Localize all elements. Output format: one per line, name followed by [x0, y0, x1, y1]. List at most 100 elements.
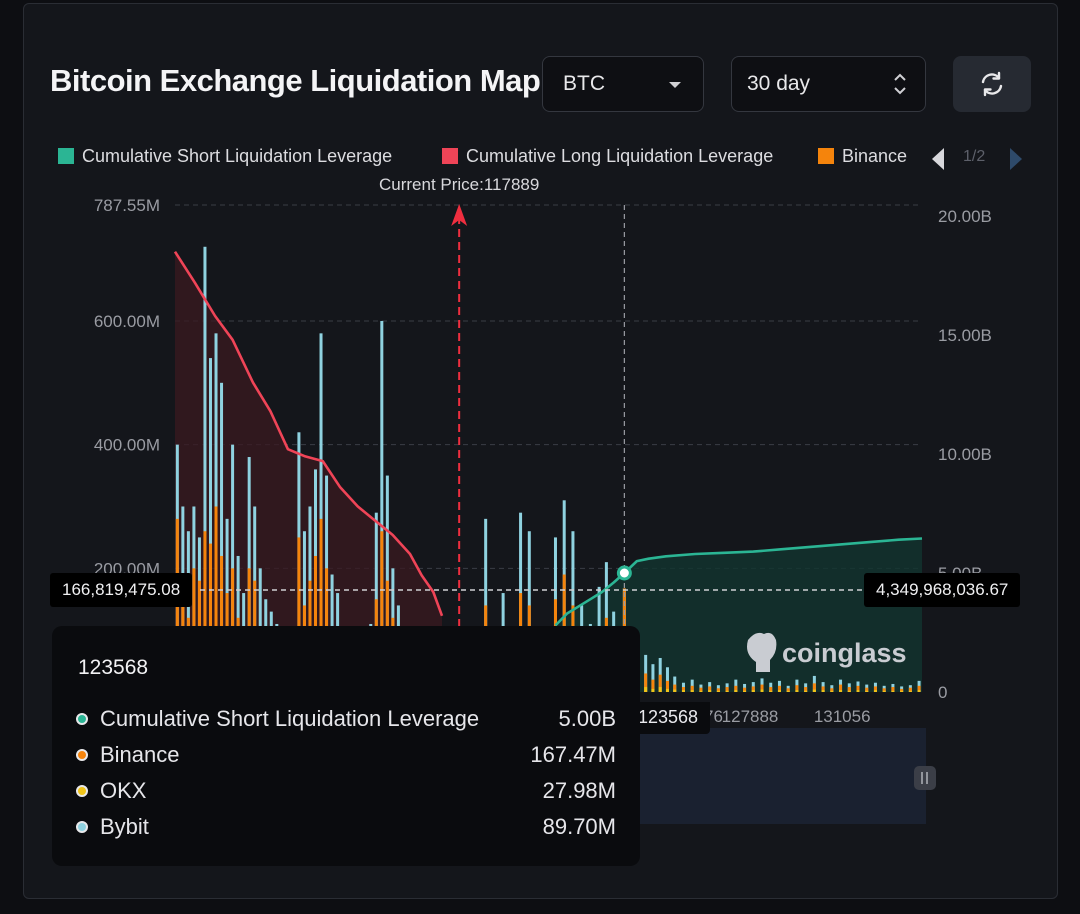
bar-binance — [203, 531, 207, 692]
bar-okx — [760, 689, 764, 692]
crosshair-right-value: 4,349,968,036.67 — [864, 573, 1021, 607]
bar-binance — [804, 687, 808, 692]
y-right-tick-label: 20.00B — [938, 207, 992, 226]
legend-item-binance[interactable]: Binance — [818, 146, 910, 170]
bar-binance — [734, 685, 738, 692]
bar-bybit — [673, 676, 677, 692]
bar-binance — [882, 688, 886, 692]
bar-binance — [725, 687, 729, 692]
bar-okx — [751, 690, 755, 692]
tooltip-name-okx: OKX — [100, 778, 147, 803]
bar-okx — [917, 690, 921, 692]
refresh-button[interactable] — [953, 56, 1031, 112]
current-price-label: Current Price:117889 — [379, 175, 539, 194]
bar-okx — [769, 690, 773, 692]
legend-page-indicator: 1/2 — [963, 148, 986, 165]
coinglass-logo-icon — [747, 632, 777, 672]
bar-okx — [804, 690, 808, 692]
bar-okx — [821, 690, 825, 692]
bar-okx — [743, 690, 747, 692]
bar-binance — [917, 685, 921, 692]
bar-okx — [891, 690, 895, 692]
legend-swatch-long — [442, 148, 458, 164]
tooltip-row-bybit: Bybit 89.70M — [76, 814, 616, 844]
tooltip-row-okx: OKX 27.98M — [76, 778, 616, 808]
bar-binance — [873, 686, 877, 692]
bar-okx — [651, 688, 655, 692]
bar-binance — [699, 687, 703, 692]
crosshair-point — [616, 565, 632, 581]
y-right-tick-label: 15.00B — [938, 326, 992, 345]
bar-binance — [220, 555, 224, 692]
bar-binance — [297, 537, 301, 692]
y-right-tick-label: 0 — [938, 683, 947, 702]
legend-item-short[interactable]: Cumulative Short Liquidation Leverage — [58, 146, 392, 167]
bar-okx — [865, 690, 869, 692]
legend-swatch-binance — [818, 148, 834, 164]
triangle-right-icon[interactable] — [1008, 147, 1024, 171]
tooltip-name-short: Cumulative Short Liquidation Leverage — [100, 706, 480, 731]
tooltip-dot-bybit — [76, 821, 88, 833]
y-left-tick-label: 787.55M — [94, 196, 160, 215]
triangle-left-icon[interactable] — [930, 147, 946, 171]
bar-okx — [690, 690, 694, 692]
bar-binance — [812, 683, 816, 692]
y-left-tick-label: 400.00M — [94, 436, 160, 455]
bar-okx — [839, 690, 843, 692]
legend-item-long[interactable]: Cumulative Long Liquidation Leverage — [442, 146, 773, 167]
bar-bybit — [665, 667, 669, 692]
y-left-tick-label: 600.00M — [94, 312, 160, 331]
current-price-arrow-icon — [451, 204, 468, 226]
bar-okx — [665, 688, 669, 692]
bar-binance — [313, 555, 317, 692]
bar-okx — [777, 690, 781, 692]
bar-binance — [839, 684, 843, 692]
legend-swatch-short — [58, 148, 74, 164]
bar-binance — [743, 687, 747, 692]
short-cumulative-line — [554, 537, 923, 627]
zoom-slider-handle[interactable] — [914, 766, 936, 790]
tooltip-name-bybit: Bybit — [100, 814, 149, 839]
bar-okx — [673, 689, 677, 692]
caret-down-icon — [669, 82, 681, 88]
chart-tooltip: 123568 Cumulative Short Liquidation Leve… — [52, 626, 640, 866]
period-select[interactable]: 30 day — [731, 56, 926, 112]
up-down-chevron-icon — [894, 73, 906, 95]
bar-binance — [665, 680, 669, 692]
tooltip-value-binance: 167.47M — [530, 742, 616, 767]
bar-binance — [214, 506, 218, 692]
tooltip-row-short: Cumulative Short Liquidation Leverage 5.… — [76, 706, 616, 736]
bar-binance — [769, 687, 773, 692]
legend-label-binance: Binance — [842, 146, 908, 166]
bar-okx — [812, 689, 816, 692]
bar-bybit — [220, 382, 224, 692]
coin-select[interactable]: BTC — [542, 56, 704, 112]
legend-label-long: Cumulative Long Liquidation Leverage — [466, 146, 774, 166]
bar-binance — [777, 685, 781, 692]
coinglass-watermark: coinglass — [747, 632, 907, 672]
bar-okx — [795, 690, 799, 692]
tooltip-dot-short — [76, 713, 88, 725]
bar-binance — [821, 686, 825, 692]
bar-okx — [708, 690, 712, 692]
bar-binance — [651, 679, 655, 692]
tooltip-value-okx: 27.98M — [542, 778, 616, 803]
tooltip-header: 123568 — [78, 656, 149, 679]
refresh-icon — [981, 71, 1003, 97]
long-cumulative-line — [173, 250, 444, 617]
x-tick-label: 131056 — [814, 707, 871, 726]
tooltip-dot-okx — [76, 785, 88, 797]
bar-okx — [908, 690, 912, 692]
tooltip-value-bybit: 89.70M — [542, 814, 616, 839]
bar-binance — [658, 674, 662, 692]
bar-binance — [760, 684, 764, 692]
bar-binance — [891, 687, 895, 692]
bar-binance — [708, 686, 712, 692]
tooltip-name-binance: Binance — [100, 742, 180, 767]
bar-okx — [873, 690, 877, 692]
y-right-tick-label: 10.00B — [938, 445, 992, 464]
bar-okx — [725, 690, 729, 692]
bar-bybit — [203, 246, 207, 692]
bar-okx — [847, 690, 851, 692]
